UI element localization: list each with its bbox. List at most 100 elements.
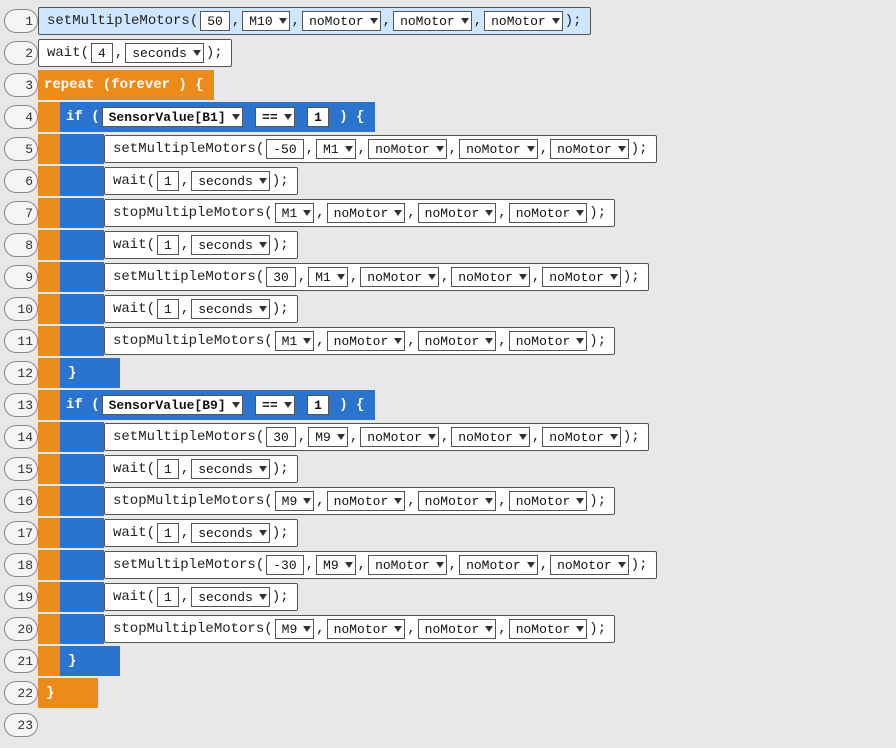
dropdown[interactable]: noMotor <box>550 139 629 159</box>
value-input[interactable]: 30 <box>266 267 296 287</box>
line-number[interactable]: 19 <box>4 585 38 609</box>
dropdown[interactable]: noMotor <box>327 203 406 223</box>
line-number[interactable]: 11 <box>4 329 38 353</box>
dropdown[interactable]: seconds <box>191 299 270 319</box>
dropdown[interactable]: seconds <box>191 459 270 479</box>
value-input[interactable]: 4 <box>91 43 113 63</box>
dropdown[interactable]: M9 <box>308 427 348 447</box>
line-number[interactable]: 23 <box>4 713 38 737</box>
command-block[interactable]: setMultipleMotors ( 50 , M10 , noMotor ,… <box>38 7 591 35</box>
close-brace[interactable]: } <box>38 678 98 708</box>
line-number[interactable]: 10 <box>4 297 38 321</box>
dropdown[interactable]: noMotor <box>327 491 406 511</box>
line-number[interactable]: 20 <box>4 617 38 641</box>
dropdown[interactable]: noMotor <box>550 555 629 575</box>
dropdown[interactable]: noMotor <box>509 619 588 639</box>
dropdown[interactable]: noMotor <box>459 555 538 575</box>
dropdown[interactable]: seconds <box>125 43 204 63</box>
value-input[interactable]: 1 <box>307 395 329 415</box>
dropdown[interactable]: noMotor <box>451 267 530 287</box>
dropdown[interactable]: seconds <box>191 587 270 607</box>
command-block[interactable]: wait ( 1, seconds ); <box>104 519 298 547</box>
dropdown[interactable]: M9 <box>275 619 315 639</box>
line-number[interactable]: 6 <box>4 169 38 193</box>
dropdown[interactable]: noMotor <box>509 203 588 223</box>
value-input[interactable]: 1 <box>307 107 329 127</box>
dropdown[interactable]: seconds <box>191 235 270 255</box>
dropdown[interactable]: noMotor <box>368 139 447 159</box>
command-block[interactable]: wait ( 1, seconds ); <box>104 455 298 483</box>
dropdown[interactable]: noMotor <box>368 555 447 575</box>
line-number[interactable]: 22 <box>4 681 38 705</box>
line-number[interactable]: 21 <box>4 649 38 673</box>
command-block[interactable]: wait ( 1, seconds ); <box>104 167 298 195</box>
dropdown[interactable]: SensorValue[B1] <box>102 107 243 127</box>
dropdown[interactable]: M1 <box>316 139 356 159</box>
command-block[interactable]: wait ( 4 , seconds ); <box>38 39 232 67</box>
dropdown[interactable]: == <box>255 107 295 127</box>
command-block[interactable]: stopMultipleMotors ( M1, noMotor, noMoto… <box>104 199 615 227</box>
dropdown[interactable]: M9 <box>275 491 315 511</box>
dropdown[interactable]: noMotor <box>418 491 497 511</box>
value-input[interactable]: 1 <box>157 235 179 255</box>
line-number[interactable]: 7 <box>4 201 38 225</box>
line-number[interactable]: 16 <box>4 489 38 513</box>
dropdown[interactable]: noMotor <box>542 427 621 447</box>
dropdown[interactable]: noMotor <box>484 11 563 31</box>
close-brace[interactable]: } <box>60 358 120 388</box>
dropdown[interactable]: noMotor <box>451 427 530 447</box>
line-number[interactable]: 17 <box>4 521 38 545</box>
value-input[interactable]: -50 <box>266 139 303 159</box>
dropdown[interactable]: M1 <box>275 331 315 351</box>
value-input[interactable]: 1 <box>157 171 179 191</box>
dropdown[interactable]: noMotor <box>360 267 439 287</box>
dropdown[interactable]: noMotor <box>327 619 406 639</box>
dropdown[interactable]: seconds <box>191 523 270 543</box>
value-input[interactable]: 30 <box>266 427 296 447</box>
value-input[interactable]: 1 <box>157 459 179 479</box>
command-block[interactable]: wait ( 1, seconds ); <box>104 583 298 611</box>
value-input[interactable]: 50 <box>200 11 230 31</box>
close-brace[interactable]: } <box>60 646 120 676</box>
line-number[interactable]: 3 <box>4 73 38 97</box>
dropdown[interactable]: noMotor <box>418 331 497 351</box>
command-block[interactable]: setMultipleMotors ( 30, M1, noMotor, noM… <box>104 263 649 291</box>
command-block[interactable]: setMultipleMotors ( -30, M9, noMotor, no… <box>104 551 657 579</box>
value-input[interactable]: 1 <box>157 299 179 319</box>
dropdown[interactable]: noMotor <box>327 331 406 351</box>
dropdown[interactable]: noMotor <box>418 619 497 639</box>
dropdown[interactable]: noMotor <box>393 11 472 31</box>
dropdown[interactable]: noMotor <box>509 491 588 511</box>
dropdown[interactable]: noMotor <box>509 331 588 351</box>
line-number[interactable]: 12 <box>4 361 38 385</box>
dropdown[interactable]: seconds <box>191 171 270 191</box>
dropdown[interactable]: M10 <box>242 11 289 31</box>
line-number[interactable]: 1 <box>4 9 38 33</box>
repeat-keyword[interactable]: repeat (forever ) { <box>38 70 214 100</box>
command-block[interactable]: stopMultipleMotors ( M9, noMotor, noMoto… <box>104 615 615 643</box>
line-number[interactable]: 13 <box>4 393 38 417</box>
command-block[interactable]: setMultipleMotors ( 30, M9, noMotor, noM… <box>104 423 649 451</box>
dropdown[interactable]: M1 <box>308 267 348 287</box>
value-input[interactable]: -30 <box>266 555 303 575</box>
command-block[interactable]: wait ( 1, seconds ); <box>104 231 298 259</box>
dropdown[interactable]: noMotor <box>302 11 381 31</box>
line-number[interactable]: 2 <box>4 41 38 65</box>
dropdown[interactable]: M1 <box>275 203 315 223</box>
value-input[interactable]: 1 <box>157 587 179 607</box>
if-keyword[interactable]: if ( SensorValue[B9] == 1 ) { <box>60 390 375 420</box>
if-keyword[interactable]: if ( SensorValue[B1] == 1 ) { <box>60 102 375 132</box>
line-number[interactable]: 18 <box>4 553 38 577</box>
command-block[interactable]: stopMultipleMotors ( M1, noMotor, noMoto… <box>104 327 615 355</box>
dropdown[interactable]: noMotor <box>418 203 497 223</box>
dropdown[interactable]: M9 <box>316 555 356 575</box>
line-number[interactable]: 8 <box>4 233 38 257</box>
command-block[interactable]: wait ( 1, seconds ); <box>104 295 298 323</box>
line-number[interactable]: 9 <box>4 265 38 289</box>
dropdown[interactable]: noMotor <box>360 427 439 447</box>
line-number[interactable]: 4 <box>4 105 38 129</box>
dropdown[interactable]: == <box>255 395 295 415</box>
dropdown[interactable]: SensorValue[B9] <box>102 395 243 415</box>
line-number[interactable]: 15 <box>4 457 38 481</box>
command-block[interactable]: setMultipleMotors ( -50, M1, noMotor, no… <box>104 135 657 163</box>
